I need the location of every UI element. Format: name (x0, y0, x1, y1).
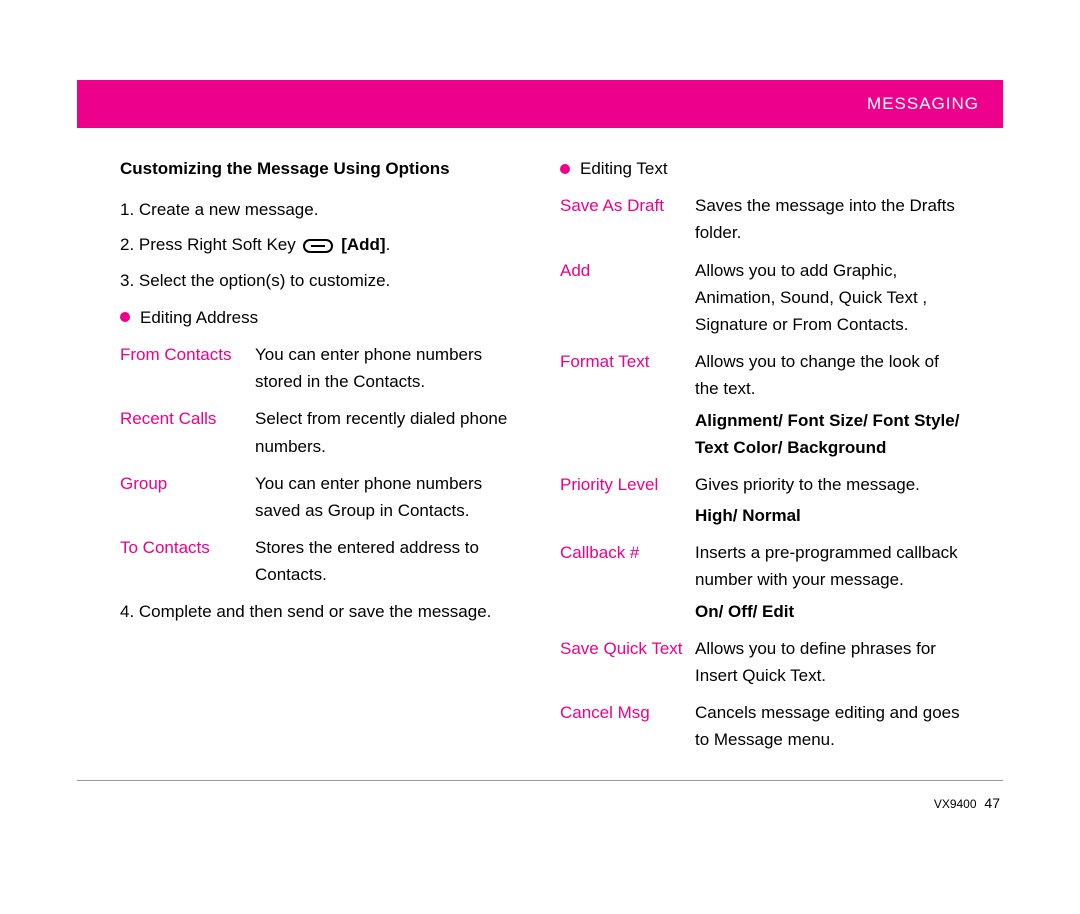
def-group: Group You can enter phone numbers saved … (120, 470, 520, 524)
bullet-icon (120, 312, 130, 322)
def-term: Save Quick Text (560, 635, 695, 689)
def-priority-level: Priority Level Gives priority to the mes… (560, 471, 960, 498)
def-term: From Contacts (120, 341, 255, 395)
bullet-icon (560, 164, 570, 174)
bullet-label: Editing Address (140, 304, 258, 331)
def-from-contacts: From Contacts You can enter phone number… (120, 341, 520, 395)
bullet-editing-text: Editing Text (560, 155, 960, 182)
def-term: Group (120, 470, 255, 524)
sub-callback-options: On/ Off/ Edit (695, 598, 960, 625)
header-title: MESSAGING (867, 94, 979, 114)
def-add: Add Allows you to add Graphic, Animation… (560, 257, 960, 339)
sub-priority-options: High/ Normal (695, 502, 960, 529)
step-2-suffix: . (386, 235, 391, 254)
softkey-icon (303, 239, 333, 253)
def-save-as-draft: Save As Draft Saves the message into the… (560, 192, 960, 246)
def-term: Priority Level (560, 471, 695, 498)
def-desc: Inserts a pre-programmed callback number… (695, 539, 960, 593)
footer-model: VX9400 (934, 797, 977, 811)
def-callback: Callback # Inserts a pre-programmed call… (560, 539, 960, 593)
right-column: Editing Text Save As Draft Saves the mes… (560, 155, 960, 764)
step-2: 2. Press Right Soft Key [Add]. (120, 231, 520, 258)
footer-divider (77, 780, 1003, 781)
left-column: Customizing the Message Using Options 1.… (120, 155, 520, 764)
step-2-prefix: 2. Press Right Soft Key (120, 235, 300, 254)
def-term: Save As Draft (560, 192, 695, 246)
bullet-label: Editing Text (580, 155, 668, 182)
step-4: 4. Complete and then send or save the me… (120, 598, 520, 625)
def-cancel-msg: Cancel Msg Cancels message editing and g… (560, 699, 960, 753)
step-1: 1. Create a new message. (120, 196, 520, 223)
def-desc: Stores the entered address to Contacts. (255, 534, 520, 588)
def-term: Callback # (560, 539, 695, 593)
def-term: Add (560, 257, 695, 339)
footer: VX9400 47 (934, 795, 1000, 811)
def-desc: Select from recently dialed phone number… (255, 405, 520, 459)
def-desc: You can enter phone numbers stored in th… (255, 341, 520, 395)
def-desc: Allows you to change the look of the tex… (695, 348, 960, 402)
def-to-contacts: To Contacts Stores the entered address t… (120, 534, 520, 588)
def-term: To Contacts (120, 534, 255, 588)
sub-format-options: Alignment/ Font Size/ Font Style/ Text C… (695, 407, 960, 461)
def-term: Cancel Msg (560, 699, 695, 753)
def-desc: Cancels message editing and goes to Mess… (695, 699, 960, 753)
def-recent-calls: Recent Calls Select from recently dialed… (120, 405, 520, 459)
bullet-editing-address: Editing Address (120, 304, 520, 331)
def-desc: Allows you to define phrases for Insert … (695, 635, 960, 689)
section-title: Customizing the Message Using Options (120, 155, 520, 182)
footer-page: 47 (984, 795, 1000, 811)
content-area: Customizing the Message Using Options 1.… (120, 155, 960, 764)
def-desc: You can enter phone numbers saved as Gro… (255, 470, 520, 524)
header-bar: MESSAGING (77, 80, 1003, 128)
def-desc: Saves the message into the Drafts folder… (695, 192, 960, 246)
def-term: Recent Calls (120, 405, 255, 459)
def-term: Format Text (560, 348, 695, 402)
def-save-quick-text: Save Quick Text Allows you to define phr… (560, 635, 960, 689)
def-desc: Allows you to add Graphic, Animation, So… (695, 257, 960, 339)
def-desc: Gives priority to the message. (695, 471, 960, 498)
def-format-text: Format Text Allows you to change the loo… (560, 348, 960, 402)
step-3: 3. Select the option(s) to customize. (120, 267, 520, 294)
step-2-add: [Add] (336, 235, 385, 254)
